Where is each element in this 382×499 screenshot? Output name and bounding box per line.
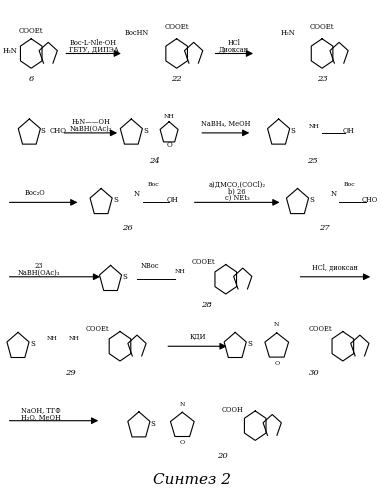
Text: КДИ: КДИ — [189, 333, 206, 341]
Text: Boc: Boc — [147, 183, 159, 188]
Text: NH: NH — [47, 336, 57, 341]
Text: OH: OH — [167, 197, 179, 205]
Text: 27: 27 — [319, 224, 329, 232]
Text: 30: 30 — [309, 369, 320, 377]
Text: O: O — [180, 440, 185, 445]
Text: 25: 25 — [307, 157, 318, 165]
Text: N: N — [134, 191, 140, 199]
Text: S: S — [40, 127, 45, 135]
Text: Boc-L-Nle-OH: Boc-L-Nle-OH — [70, 39, 117, 47]
Text: Boc₂O: Boc₂O — [24, 189, 45, 197]
Text: CHO: CHO — [361, 197, 377, 205]
Text: OH: OH — [343, 127, 354, 135]
Text: 6: 6 — [29, 75, 34, 83]
Text: COOEt: COOEt — [19, 26, 44, 34]
Text: Диоксан: Диоксан — [219, 45, 249, 53]
Text: Синтез 2: Синтез 2 — [153, 473, 231, 487]
Text: 28: 28 — [201, 300, 212, 308]
Text: 26: 26 — [122, 224, 133, 232]
Text: COOEt: COOEt — [310, 22, 334, 30]
Text: Boc: Boc — [344, 183, 356, 188]
Text: COOEt: COOEt — [86, 325, 109, 333]
Text: O: O — [166, 141, 172, 149]
Text: c) NEt₃: c) NEt₃ — [225, 194, 249, 202]
Text: ГБТУ, ДИПЭА: ГБТУ, ДИПЭА — [69, 45, 118, 53]
Text: 23: 23 — [317, 75, 327, 83]
Text: 23: 23 — [34, 262, 43, 270]
Text: S: S — [291, 127, 295, 135]
Text: HCl, диоксан: HCl, диоксан — [312, 263, 358, 271]
Text: S: S — [123, 273, 127, 281]
Text: COOEt: COOEt — [308, 325, 332, 333]
Text: S: S — [143, 127, 148, 135]
Text: NH: NH — [164, 114, 175, 119]
Text: O: O — [274, 361, 279, 366]
Text: CHO: CHO — [49, 127, 66, 135]
Text: NaBH(OAc)₃: NaBH(OAc)₃ — [18, 269, 60, 277]
Text: H₂N: H₂N — [3, 47, 18, 55]
Text: 20: 20 — [217, 452, 227, 460]
Text: COOEt: COOEt — [191, 258, 215, 266]
Text: NBoc: NBoc — [141, 262, 159, 270]
Text: HCl: HCl — [228, 39, 241, 47]
Text: NH: NH — [309, 124, 320, 129]
Text: S: S — [113, 197, 118, 205]
Text: NH: NH — [175, 269, 186, 274]
Text: S: S — [151, 420, 156, 428]
Text: H₂O, MeOH: H₂O, MeOH — [21, 413, 61, 421]
Text: 24: 24 — [149, 157, 159, 165]
Text: 22: 22 — [171, 75, 182, 83]
Text: a)ДМСО,(COCl)₂: a)ДМСО,(COCl)₂ — [209, 181, 265, 189]
Text: 29: 29 — [66, 369, 76, 377]
Text: N: N — [274, 322, 279, 327]
Text: H₂N: H₂N — [281, 28, 296, 36]
Text: BocHN: BocHN — [125, 28, 149, 36]
Text: S: S — [247, 340, 252, 348]
Text: NaBH(OAc)₂: NaBH(OAc)₂ — [70, 125, 112, 133]
Text: H₂N——OH: H₂N——OH — [71, 118, 110, 126]
Text: COOH: COOH — [222, 406, 243, 414]
Text: NH: NH — [68, 336, 79, 341]
Text: N: N — [180, 402, 185, 407]
Text: S: S — [309, 197, 314, 205]
Text: COOEt: COOEt — [164, 22, 189, 30]
Text: b) 26: b) 26 — [228, 188, 246, 196]
Text: N: N — [330, 191, 337, 199]
Text: NaOH, ТГФ: NaOH, ТГФ — [21, 406, 61, 414]
Text: S: S — [30, 340, 35, 348]
Text: NaBH₄, MeOH: NaBH₄, MeOH — [201, 119, 251, 127]
